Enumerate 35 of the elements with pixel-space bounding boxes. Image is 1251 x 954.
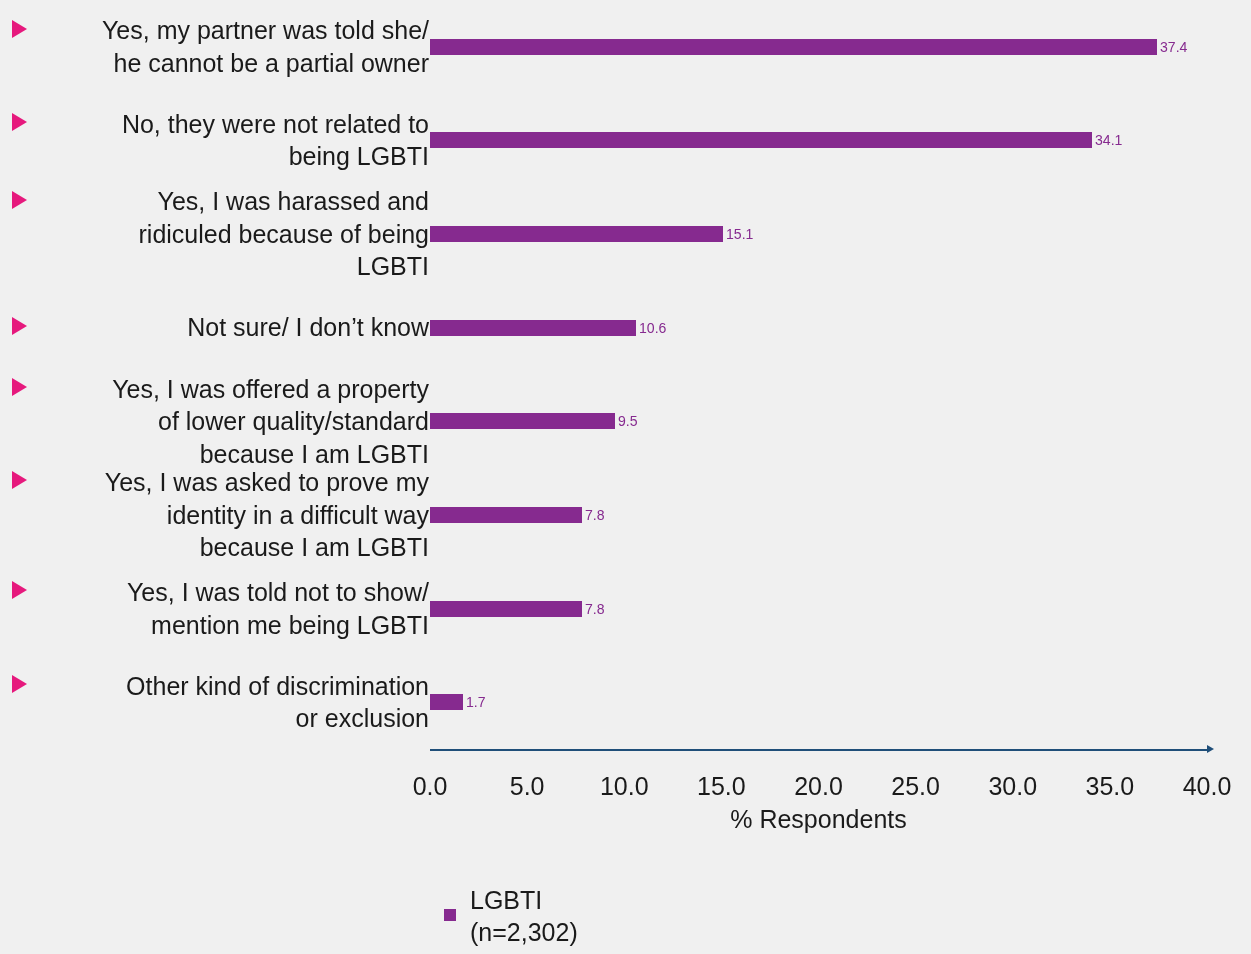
bar: [430, 320, 636, 336]
bar: [430, 601, 582, 617]
x-tick-label: 15.0: [697, 771, 746, 800]
y-tick-label: Not sure/ I don’t know: [187, 313, 430, 342]
data-label: 1.7: [466, 693, 486, 710]
y-tick-label: Yes, I was offered a property of lower quality/standard because I am LGBTI: [112, 374, 430, 468]
x-tick-label: 30.0: [988, 771, 1038, 800]
y-tick-label: Yes, I was told not to show/ mention me being LGBTI: [126, 578, 430, 639]
x-tick-label: 5.0: [509, 771, 545, 800]
y-tick-label: Yes, my partner was told she/ he cannot be a partial owner: [101, 16, 430, 77]
x-tick-label: 0.0: [412, 771, 448, 800]
x-tick-label: 20.0: [794, 771, 843, 800]
x-axis-title: % Respondents: [730, 805, 907, 834]
data-label: 7.8: [585, 506, 605, 523]
y-tick-label: No, they were not related to being LGBTI: [121, 109, 429, 171]
x-tick-label: 35.0: [1085, 771, 1135, 800]
data-label: 34.1: [1095, 131, 1123, 148]
y-tick-label: Other kind of discrimination or exclusion: [126, 671, 429, 733]
y-tick-label: Yes, I was asked to prove my identity in a difficult way because I am LGBTI: [104, 468, 430, 562]
x-tick-label: 40.0: [1182, 771, 1232, 800]
data-label: 15.1: [726, 225, 754, 242]
y-tick-label: Yes, I was harassed and ridiculed because of being LGBTI: [138, 187, 429, 281]
x-tick-label: 25.0: [891, 771, 940, 800]
data-label: 9.5: [618, 412, 638, 429]
bar: [430, 226, 723, 242]
bar: [430, 694, 463, 710]
bar: [430, 39, 1157, 55]
bar: [430, 413, 615, 429]
bar: [430, 507, 582, 523]
data-label: 7.8: [585, 600, 605, 617]
data-label: 10.6: [639, 319, 667, 336]
x-tick-label: 10.0: [599, 771, 649, 800]
bar: [430, 132, 1092, 148]
data-label: 37.4: [1160, 38, 1188, 55]
legend-label: LGBTI (n=2,302): [470, 885, 578, 946]
